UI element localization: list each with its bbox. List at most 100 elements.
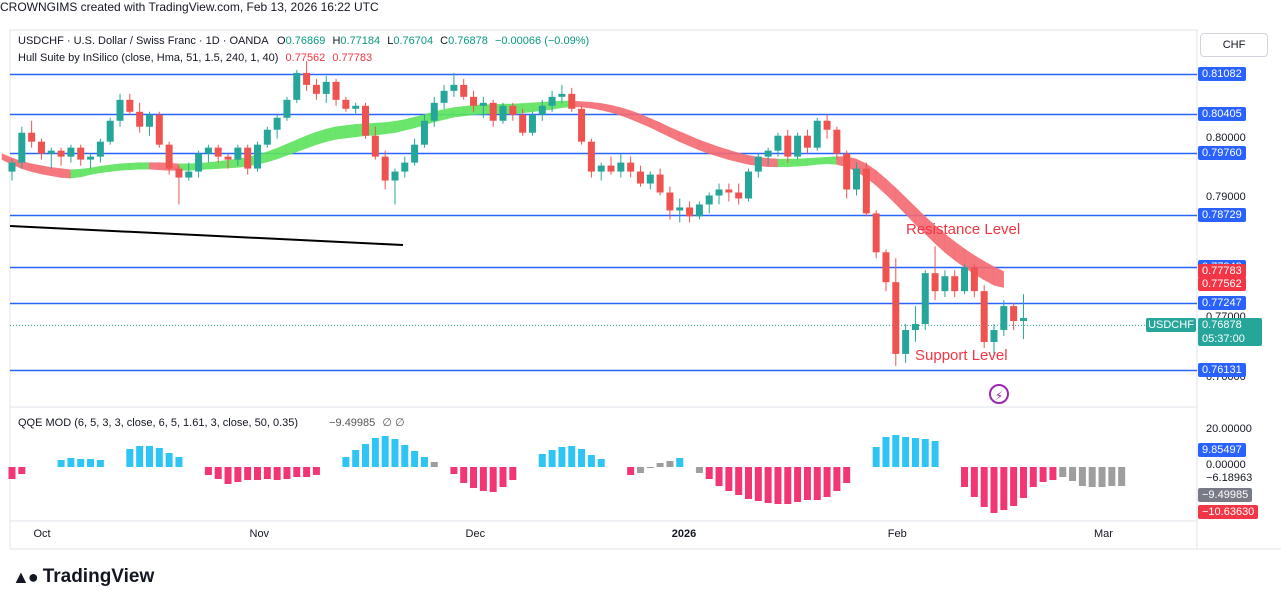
hull-segment <box>875 169 887 195</box>
tv-logo-icon: ▲● <box>12 566 39 587</box>
hull-segment <box>315 128 327 146</box>
hull-segment <box>689 135 700 151</box>
candle-body <box>646 174 654 184</box>
candle-body <box>352 105 360 109</box>
hull-segment <box>620 107 631 120</box>
qqe-bar <box>745 467 752 499</box>
price-tick-label: 0.79000 <box>1206 191 1246 204</box>
candle-body <box>853 168 861 190</box>
level-price-label: 0.77562 <box>1198 277 1246 292</box>
qqe-bar <box>578 449 586 467</box>
qqe-bar <box>450 467 458 474</box>
qqe-bar <box>794 467 802 502</box>
candle-body <box>892 282 900 354</box>
ohlc-high-label: H <box>332 35 341 47</box>
hull-segment <box>993 266 1004 288</box>
tradingview-wordmark: TradingView <box>42 566 155 587</box>
qqe-bar <box>470 467 478 488</box>
hull-segment <box>590 101 602 111</box>
candle-body <box>813 120 821 148</box>
hull-segment <box>325 126 337 143</box>
qqe-tick-label: 20.00000 <box>1206 423 1252 435</box>
hull-segment <box>60 168 71 179</box>
hull-segment <box>816 156 828 165</box>
hull-segment <box>227 158 238 169</box>
candle-body <box>911 324 919 331</box>
candle-body <box>273 117 281 130</box>
candle-body <box>28 132 36 142</box>
hull-segment <box>738 152 749 165</box>
candle-body <box>686 207 694 217</box>
candle-body <box>371 135 379 157</box>
qqe-bar <box>499 467 507 487</box>
qqe-bar <box>754 467 762 501</box>
level-price-label: 0.78729 <box>1198 207 1246 222</box>
level-price-label: 0.79760 <box>1198 146 1246 161</box>
candle-body <box>175 168 183 178</box>
candle-body <box>1019 318 1027 322</box>
qqe-bar <box>980 467 988 507</box>
candle-body <box>234 147 242 160</box>
qqe-bar <box>774 467 782 504</box>
hull-legend: Hull Suite by InSilico (close, Hma, 51, … <box>18 52 372 64</box>
hull-segment <box>649 117 661 133</box>
tradingview-logo: ▲● TradingView <box>12 566 154 588</box>
candle-body <box>489 102 497 121</box>
candle-body <box>636 171 644 184</box>
qqe-bar <box>1029 467 1037 487</box>
qqe-bar <box>911 438 919 467</box>
candle-body <box>57 150 65 157</box>
qqe-bar <box>597 459 605 467</box>
level-price-label: 0.80405 <box>1198 107 1246 122</box>
candle-body <box>136 111 144 127</box>
candle-body <box>597 165 605 172</box>
time-tick-label: Dec <box>465 528 486 540</box>
qqe-bar <box>970 467 978 497</box>
qqe-bar <box>695 467 703 473</box>
currency-selector[interactable]: CHF <box>1200 33 1268 57</box>
hull-segment <box>139 162 150 170</box>
qqe-bar <box>145 446 153 467</box>
qqe-bar <box>1069 467 1077 481</box>
hull-label: Hull Suite by InSilico (close, Hma, 51, … <box>18 52 279 64</box>
hull-segment <box>728 149 739 163</box>
qqe-bar <box>244 467 252 480</box>
hull-segment <box>99 164 111 174</box>
qqe-bar <box>813 467 821 500</box>
hull-segment <box>296 135 307 153</box>
candle-body <box>754 156 762 172</box>
candle-body <box>823 120 831 130</box>
candle-body <box>401 162 409 172</box>
ohlc-close: 0.76878 <box>448 35 488 47</box>
candle-body <box>745 171 752 199</box>
candle-body <box>67 147 75 157</box>
candle-body <box>784 135 792 157</box>
current-price: 0.76878 <box>1202 319 1242 331</box>
qqe-bar <box>666 461 674 467</box>
lightning-icon[interactable]: ⚡ <box>989 384 1009 404</box>
qqe-bar <box>479 467 487 491</box>
candle-body <box>479 102 487 106</box>
candle-body <box>970 267 978 292</box>
qqe-bar <box>715 467 723 486</box>
hull-segment <box>31 163 42 175</box>
hull-value-1: 0.77562 <box>285 52 326 64</box>
hull-segment <box>640 113 651 128</box>
qqe-bar <box>8 467 16 479</box>
hull-segment <box>787 158 798 168</box>
qqe-bar <box>254 467 261 480</box>
time-tick-label: Mar <box>1094 528 1113 540</box>
candle-body <box>666 192 674 211</box>
candle-body <box>617 162 625 172</box>
candle-body <box>440 90 448 103</box>
candle-body <box>627 162 635 172</box>
qqe-bar <box>126 449 134 467</box>
candle-body <box>951 276 959 292</box>
candle-body <box>715 189 723 196</box>
candle-body <box>509 105 517 115</box>
qqe-bar <box>283 467 291 479</box>
hull-segment <box>207 161 219 170</box>
hull-segment <box>374 122 386 136</box>
hull-segment <box>80 167 91 178</box>
